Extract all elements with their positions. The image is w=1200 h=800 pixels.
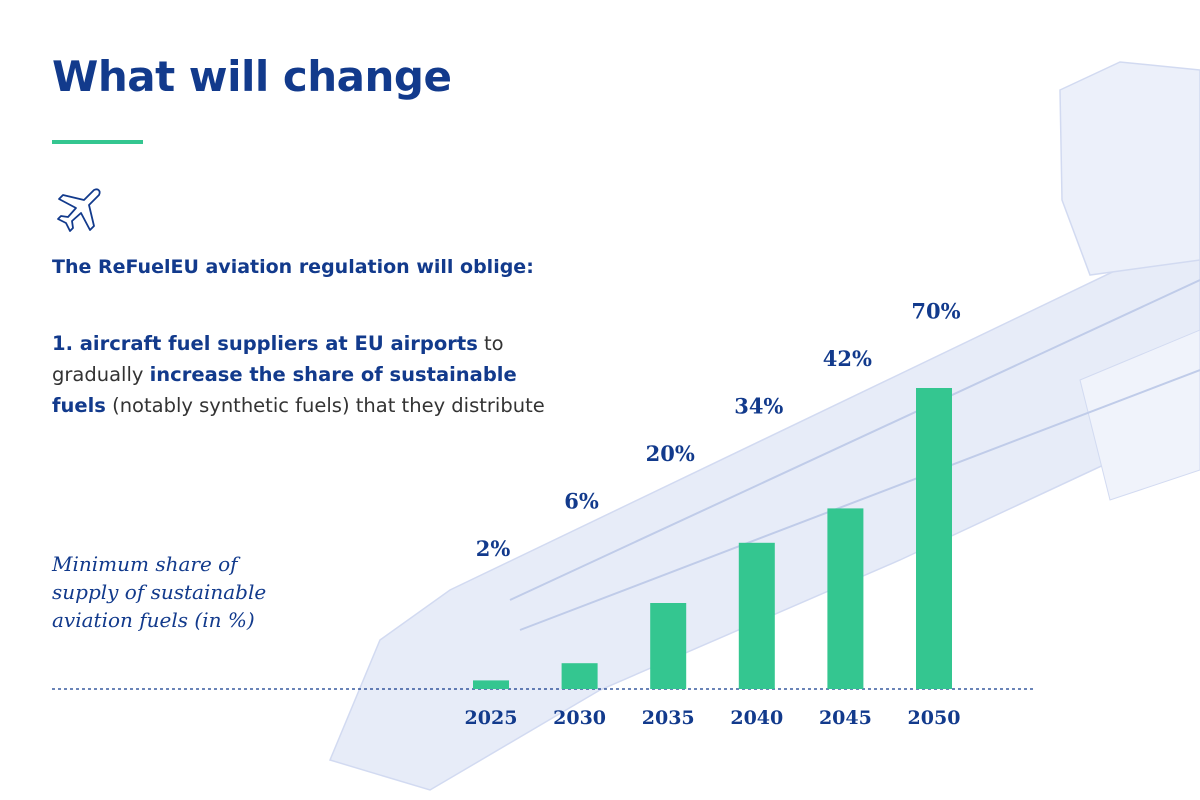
x-tick-label: 2025: [465, 707, 518, 729]
flap: [1079, 329, 1200, 501]
title: What will change: [52, 52, 452, 101]
bar: [473, 680, 509, 689]
bar: [916, 388, 952, 689]
bar: [827, 508, 864, 689]
x-tick-label: 2030: [553, 707, 606, 729]
text-segment: increase the share of sustainable fuels: [52, 363, 517, 417]
y-axis-label: Minimum share of supply of sustainable a…: [52, 552, 267, 632]
value-label: 42%: [823, 346, 872, 371]
value-label: 2%: [476, 536, 511, 561]
value-label: 34%: [734, 394, 783, 419]
wing-edge: [509, 279, 1200, 601]
x-tick-label: 2045: [819, 707, 872, 729]
x-tick-label: 2035: [642, 707, 695, 729]
value-label: 20%: [646, 441, 695, 466]
value-label: 6%: [564, 489, 599, 514]
text-segment: to gradually: [52, 332, 504, 386]
engine: [1059, 61, 1200, 276]
value-label: 70%: [911, 299, 960, 324]
subtitle: The ReFuelEU aviation regulation will ob…: [52, 256, 534, 278]
text-segment: (notably synthetic fuels) that they dist…: [105, 394, 545, 417]
description: 1. aircraft fuel suppliers at EU airport…: [52, 328, 572, 421]
wing-edge: [519, 369, 1200, 631]
text-segment: 1. aircraft fuel suppliers at EU airport…: [52, 332, 478, 355]
x-tick-label: 2040: [730, 707, 783, 729]
wing: [328, 229, 1200, 791]
bar: [650, 603, 687, 689]
airplane-background: [328, 61, 1200, 791]
bar: [561, 663, 598, 689]
bar: [738, 542, 775, 689]
plane-icon: [57, 188, 101, 232]
x-tick-label: 2050: [908, 707, 961, 729]
